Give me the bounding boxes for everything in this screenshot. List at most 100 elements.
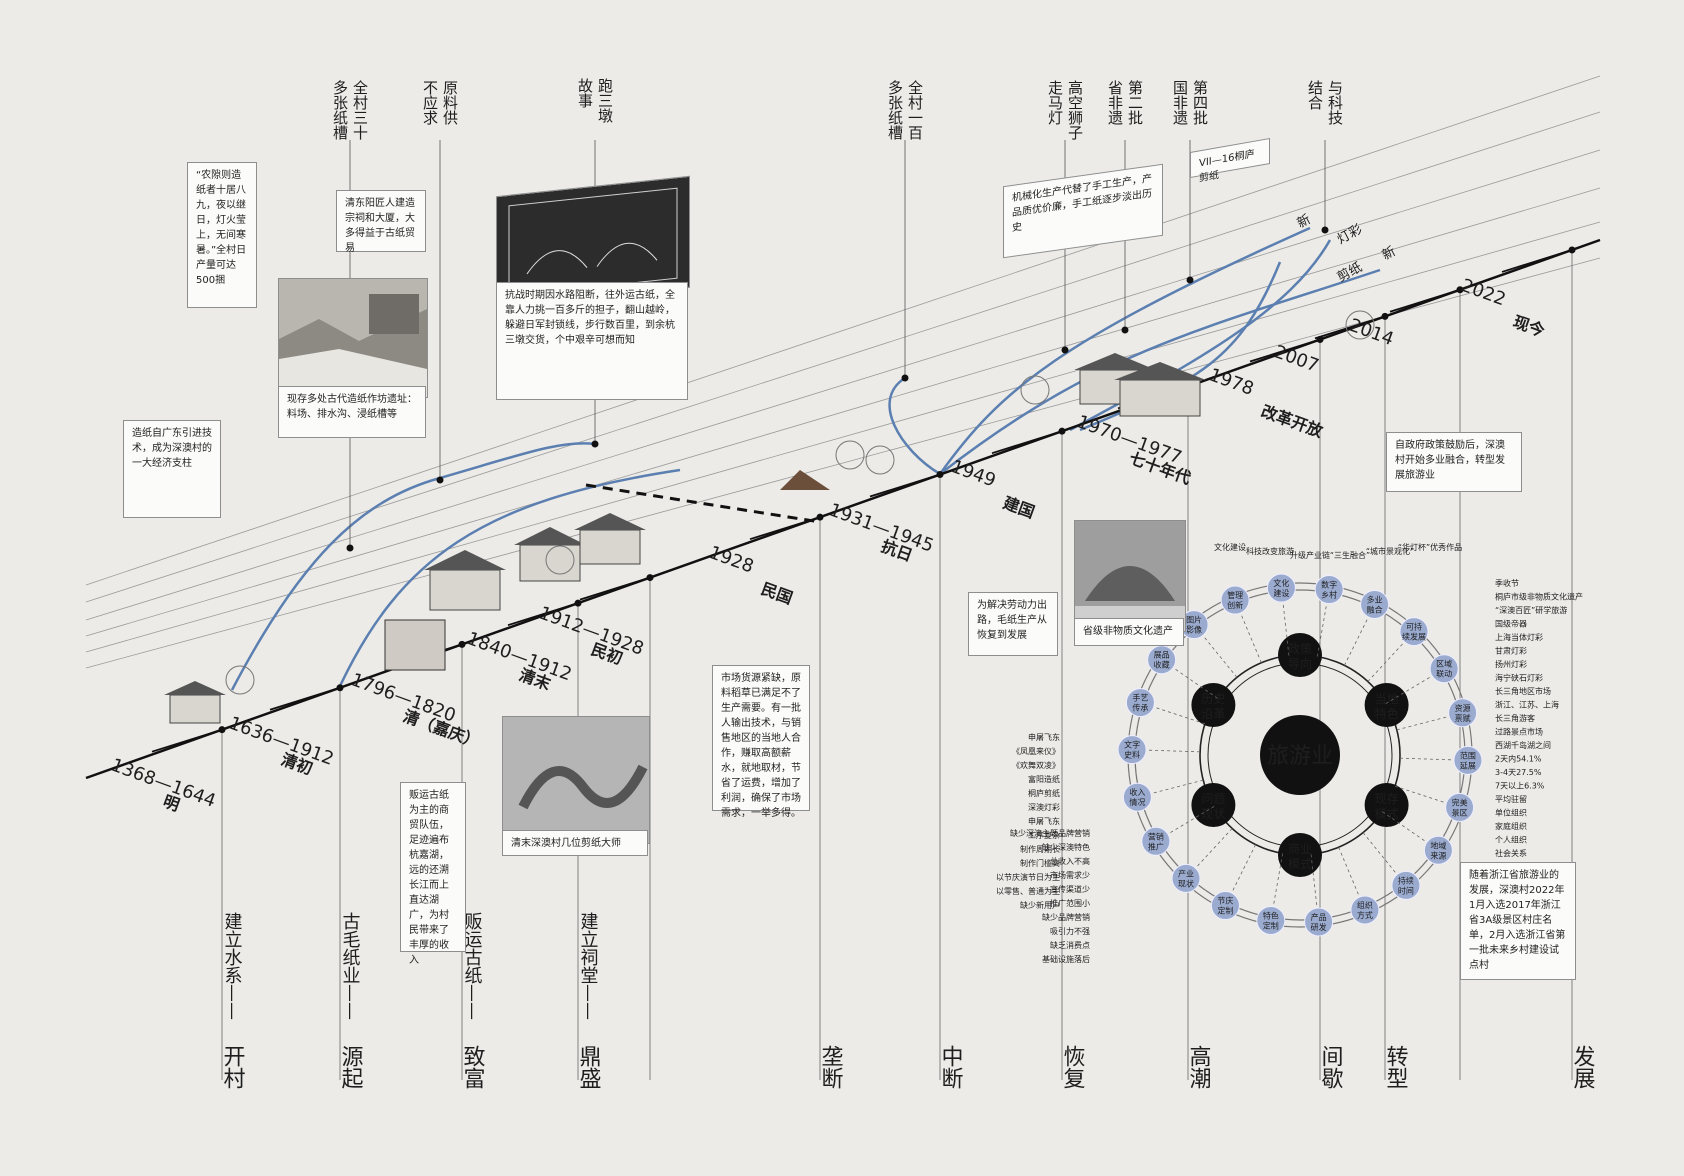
note-paper-cutting-masters: 清末深澳村几位剪纸大师: [502, 830, 648, 856]
outer-label-b-5: 延展: [1460, 760, 1476, 770]
inner-node-4: [1191, 783, 1236, 827]
outer-label-b-4: 禀赋: [1455, 713, 1471, 723]
top-label-1: 原料供: [441, 80, 459, 125]
era-stage-3: 鼎盛: [576, 1045, 602, 1089]
era-tick-7: [991, 430, 1063, 455]
diagram-labels: 1368—1644明开村建立水系——1636—1912清初源起古毛纸业——179…: [108, 78, 1595, 1089]
wheel-tag-39: 长三角游客: [1495, 713, 1535, 723]
grid-line-3: [85, 187, 1601, 637]
note-daily-output: “农隙则造纸者十居八九，夜以继日，灯火莹上，无间寒暑。”全村日产量可达500捆: [187, 162, 257, 308]
outer-label-b-17: 传承: [1132, 703, 1148, 713]
outer-label-a-15: 收入: [1129, 787, 1145, 797]
trend-curve-3: [888, 268, 1381, 476]
wheel-tag-36: 海宁硖石灯彩: [1495, 673, 1543, 683]
wheel-center-label: 旅游业: [1267, 744, 1333, 769]
outer-label-b-1: 融合: [1367, 604, 1383, 614]
wheel-tag-17: 以零售、普通为主: [996, 886, 1060, 896]
wheel-tag-11: 深澳灯彩: [1028, 802, 1060, 812]
wheel-tag-23: 宣传渠道少: [1050, 884, 1090, 894]
outer-label-a-9: 组织: [1357, 900, 1373, 910]
wheel-center: [1260, 715, 1340, 795]
top-label-7: 与科技: [1326, 80, 1344, 126]
note-labor-recovery: 为解决劳动力出路，毛纸生产从恢复到发展: [968, 592, 1058, 656]
era-dynasty-5: 民国: [759, 579, 796, 608]
papermaking-chart-photo: [496, 175, 690, 309]
top-label-b-3: 多张纸槽: [886, 80, 904, 140]
house-late-qing-roof: [574, 513, 646, 530]
outer-label-b-12: 定制: [1217, 906, 1233, 916]
top-label-dot-4: [1061, 346, 1069, 354]
note-heritage: 省级非物质文化遗产: [1074, 618, 1184, 646]
grid-line-2: [85, 149, 1601, 621]
wheel-tag-44: 7天以上6.3%: [1495, 782, 1545, 791]
note-development: 随着浙江省旅游业的发展，深澳村2022年1月入选2017年浙江省3A级景区村庄名…: [1460, 862, 1576, 980]
outer-node-10: [1304, 907, 1334, 937]
tree-2: [835, 440, 865, 470]
inner-label-a-4: 问题: [1201, 792, 1225, 806]
outer-label-b-19: 影像: [1186, 625, 1202, 635]
era-tick-9: [1249, 338, 1321, 363]
tourism-wheel: 旅游业政策导向当地特色现存模式商业模式问题现状历史沿革数字乡村多业融合可持续发展…: [996, 542, 1583, 964]
wheel-tag-46: 单位组织: [1495, 808, 1527, 818]
era-dynasty-0: 明: [161, 792, 183, 815]
wheel-tag-28: 基础设施落后: [1042, 954, 1090, 964]
wheel-tag-10: 桐庐剪纸: [1028, 788, 1060, 798]
outer-label-b-16: 史料: [1124, 750, 1140, 760]
inner-node-1: [1364, 683, 1409, 727]
outer-label-b-2: 续发展: [1402, 632, 1426, 642]
top-label-b-6: 国非遗: [1171, 80, 1189, 126]
grid-line-5: [85, 257, 1601, 669]
wheel-tag-35: 扬州灯彩: [1495, 659, 1527, 669]
wheel-tag-18: 缺少新用户: [1020, 900, 1060, 910]
top-label-b-2: 故事: [576, 78, 594, 108]
house-late-qing: [579, 529, 641, 565]
era-tick-6: [869, 473, 941, 498]
era-dot-2: [458, 640, 466, 648]
era-tick-3: [507, 602, 579, 627]
factory-a-roof: [1074, 353, 1156, 370]
era-stage-2: 致富: [460, 1045, 486, 1089]
outer-label-b-14: 推广: [1148, 841, 1164, 851]
top-label-b-7: 结合: [1306, 80, 1324, 110]
era-dot-5: [816, 513, 824, 521]
outer-node-3: [1429, 654, 1459, 684]
inner-label-b-3: 模式: [1288, 857, 1312, 871]
era-stage-1: 源起: [338, 1045, 364, 1089]
era-stage-12: 发展: [1570, 1045, 1596, 1089]
wheel-tag-2: 升级产业链: [1290, 550, 1330, 560]
inner-label-b-2: 模式: [1375, 807, 1399, 821]
inner-label-a-3: 商业: [1288, 841, 1312, 856]
outer-node-2: [1399, 617, 1429, 647]
wheel-tag-47: 家庭组织: [1495, 821, 1527, 831]
top-label-dot-1: [436, 476, 444, 484]
outer-label-b-3: 联动: [1436, 669, 1452, 679]
trend-curve-2: [938, 226, 1311, 475]
trend-curve-1: [338, 468, 681, 687]
curve-label-2: 新: [1379, 243, 1398, 263]
wheel-tag-38: 浙江、江苏、上海: [1495, 700, 1559, 710]
outer-node-1: [1360, 589, 1390, 619]
outer-label-a-4: 资源: [1455, 703, 1471, 713]
wheel-tag-49: 社会关系: [1495, 848, 1527, 858]
note-trade-caravan: 贩运古纸为主的商贸队伍，足迹遍布杭嘉湖，远的还溯长江而上直达湖广，为村民带来了丰…: [400, 782, 466, 966]
wheel-tag-31: “深澳百匠”研学旅游: [1495, 605, 1567, 615]
era-tick-0: [151, 728, 223, 753]
top-label-dot-5: [1121, 326, 1129, 334]
wheel-tag-19: 缺少深澳主题品牌营销: [1010, 828, 1090, 838]
wheel-tag-24: 推广范围小: [1050, 898, 1090, 908]
outer-node-21: [1266, 573, 1296, 603]
wheel-tag-16: 以节庆演节日为主: [996, 872, 1060, 882]
era-dynasty-7: 建国: [1001, 493, 1038, 522]
era-stage-8: 高潮: [1186, 1045, 1212, 1089]
outer-label-a-19: 图片: [1186, 615, 1202, 625]
outer-node-14: [1141, 826, 1171, 856]
outer-label-b-13: 现状: [1178, 878, 1194, 888]
wheel-tag-4: “城市景观化”: [1366, 546, 1414, 556]
era-stage-5: 垄断: [818, 1045, 843, 1089]
wheel-tag-40: 过路景点市场: [1495, 727, 1543, 737]
village-illustrations: [164, 310, 1375, 724]
house-ming: [169, 694, 221, 724]
intangible-heritage-photo: [1074, 520, 1186, 632]
house-qing-roof: [424, 550, 506, 570]
